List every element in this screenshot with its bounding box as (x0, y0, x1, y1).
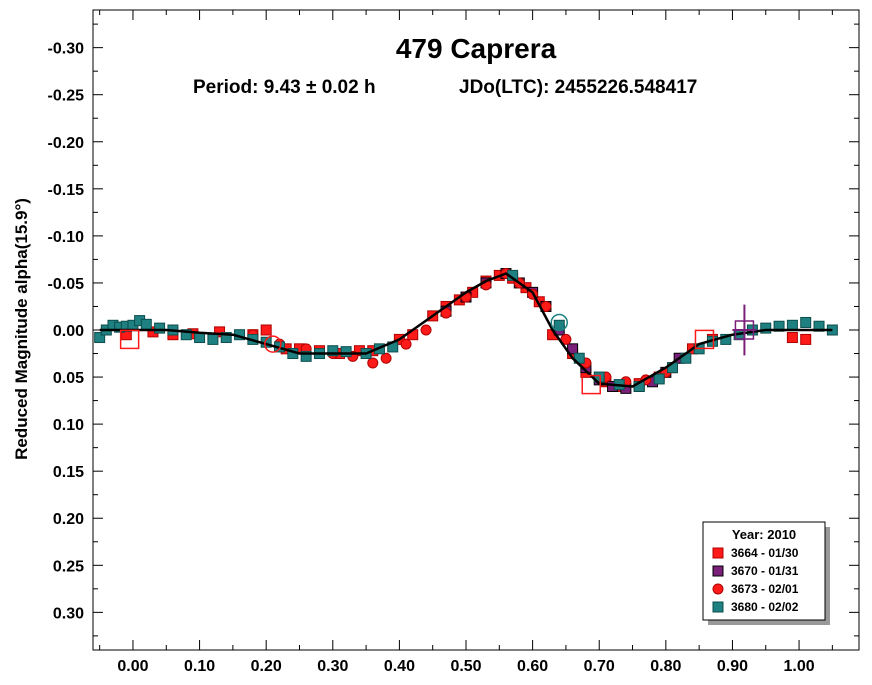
legend-entry: 3664 - 01/30 (712, 546, 799, 560)
data-point (260, 324, 272, 336)
chart-title: 479 Caprera (396, 33, 557, 64)
open-marker (119, 329, 140, 350)
data-point (300, 350, 312, 362)
legend-label: 3670 - 01/31 (731, 564, 799, 578)
data-point (653, 373, 665, 385)
overlay-markers (119, 304, 757, 395)
x-tick-label: 0.90 (717, 658, 748, 675)
x-tick-label: 0.00 (117, 658, 148, 675)
x-tick-label: 0.30 (317, 658, 348, 675)
fit-curve (99, 272, 833, 388)
legend-label: 3673 - 02/01 (731, 582, 799, 596)
legend-marker (712, 601, 724, 613)
y-tick-label: 0.20 (53, 511, 84, 528)
data-point (154, 322, 166, 334)
y-tick-label: 0.00 (53, 323, 84, 340)
x-tick-label: 1.00 (783, 658, 814, 675)
y-tick-label: 0.15 (53, 464, 84, 481)
data-point (420, 324, 432, 336)
data-point (94, 332, 106, 344)
legend-entry: 3680 - 02/02 (712, 600, 799, 614)
period-label: Period: 9.43 ± 0.02 h (193, 77, 376, 98)
y-tick-label: 0.05 (53, 370, 84, 387)
axis-ticks: 0.00 0.10 0.20 0.30 0.40 0.50 0.60 0.70 0.80 0.90… (48, 10, 859, 675)
data-point (760, 322, 772, 334)
x-tick-label: 0.60 (517, 658, 548, 675)
data-point (327, 345, 339, 357)
legend-marker (712, 565, 724, 577)
y-tick-label: -0.15 (48, 182, 85, 199)
data-point (567, 343, 579, 355)
open-marker (581, 374, 601, 395)
data-point (440, 307, 452, 319)
y-tick-label: -0.30 (48, 41, 85, 58)
x-tick-label: 0.20 (251, 658, 282, 675)
data-point (220, 332, 232, 344)
data-point (140, 318, 152, 330)
legend-title: Year: 2010 (732, 527, 796, 542)
data-point (560, 333, 572, 345)
data-point (180, 329, 192, 341)
legend-entry: 3673 - 02/01 (712, 582, 799, 596)
x-tick-label: 0.80 (650, 658, 681, 675)
y-tick-label: 0.30 (53, 605, 84, 622)
legend-label: 3680 - 02/02 (731, 600, 799, 614)
legend-entry: 3670 - 01/31 (712, 564, 799, 578)
legend-marker (712, 583, 724, 595)
y-axis-label: Reduced Magnitude alpha(15.9°) (12, 198, 31, 460)
open-marker (264, 335, 282, 353)
y-tick-label: 0.10 (53, 417, 84, 434)
data-point (214, 326, 226, 338)
x-tick-label: 0.40 (384, 658, 415, 675)
y-tick-label: -0.05 (48, 276, 85, 293)
data-point (400, 338, 412, 350)
data-point (367, 357, 379, 369)
legend-marker (712, 547, 724, 559)
x-tick-label: 0.50 (450, 658, 481, 675)
open-marker (694, 329, 715, 350)
data-point (800, 333, 812, 345)
y-tick-label: -0.25 (48, 88, 85, 105)
epoch-label: JDo(LTC): 2455226.548417 (459, 77, 697, 98)
open-marker (550, 313, 569, 332)
data-point (553, 319, 565, 331)
y-tick-label: -0.10 (48, 229, 85, 246)
data-point (786, 332, 798, 344)
legend: Year: 2010 3664 - 01/30 3670 - 01/31 3673 … (702, 521, 830, 625)
y-tick-label: 0.25 (53, 558, 84, 575)
data-point (380, 352, 392, 364)
data-point (720, 333, 732, 345)
y-tick-label: -0.20 (48, 135, 85, 152)
data-point (800, 316, 812, 328)
data-point (207, 333, 219, 345)
data-point (340, 346, 352, 358)
x-tick-label: 0.70 (584, 658, 615, 675)
fit-curve-line (99, 272, 833, 388)
x-tick-label: 0.10 (184, 658, 215, 675)
legend-label: 3664 - 01/30 (731, 546, 799, 560)
